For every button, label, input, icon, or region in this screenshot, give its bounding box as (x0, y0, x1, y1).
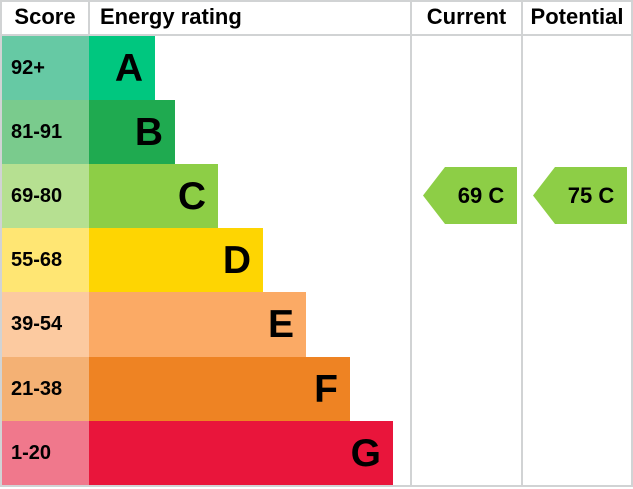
energy-band-bar-g: G (89, 421, 393, 485)
score-range-d: 55-68 (2, 228, 89, 292)
score-range-f: 21-38 (2, 357, 89, 421)
band-letter-c: C (177, 174, 206, 218)
potential-rating-arrow: 75 C (533, 167, 627, 224)
score-range-g: 1-20 (2, 421, 89, 485)
current-rating-value: 69 C (457, 182, 505, 208)
border-bottom (0, 485, 633, 487)
score-range-e: 39-54 (2, 292, 89, 357)
border-left (0, 0, 2, 487)
energy-band-bar-d: D (89, 228, 263, 292)
score-range-a: 92+ (2, 36, 89, 100)
score-range-c: 69-80 (2, 164, 89, 228)
border-top (0, 0, 633, 2)
band-letter-b: B (134, 110, 163, 154)
band-letter-d: D (222, 238, 251, 282)
border-right (631, 0, 633, 487)
band-letter-g: G (350, 431, 381, 475)
score-column-divider (88, 0, 90, 36)
potential-column-header: Potential (530, 4, 624, 29)
energy-band-bar-a: A (89, 36, 155, 100)
current-column-divider (410, 0, 412, 487)
band-row-a: 92+ A (0, 36, 411, 100)
band-row-d: 55-68 D (0, 228, 411, 292)
energy-band-bar-c: C (89, 164, 218, 228)
energy-band-bar-f: F (89, 357, 350, 421)
energy-band-bar-e: E (89, 292, 306, 357)
band-letter-f: F (314, 367, 338, 411)
band-letter-a: A (114, 46, 143, 90)
score-range-b: 81-91 (2, 100, 89, 164)
energy-rating-column-header: Energy rating (100, 4, 242, 29)
band-row-g: 1-20 G (0, 421, 411, 485)
current-rating-arrow: 69 C (423, 167, 517, 224)
band-row-e: 39-54 E (0, 292, 411, 357)
band-row-f: 21-38 F (0, 357, 411, 421)
band-row-c: 69-80 C (0, 164, 411, 228)
band-row-b: 81-91 B (0, 100, 411, 164)
score-column-header: Score (14, 4, 76, 29)
potential-rating-value: 75 C (567, 182, 615, 208)
current-column-header: Current (426, 4, 507, 29)
band-letter-e: E (267, 303, 294, 346)
header-divider (0, 34, 633, 36)
potential-column-divider (521, 0, 523, 487)
energy-band-bar-b: B (89, 100, 175, 164)
